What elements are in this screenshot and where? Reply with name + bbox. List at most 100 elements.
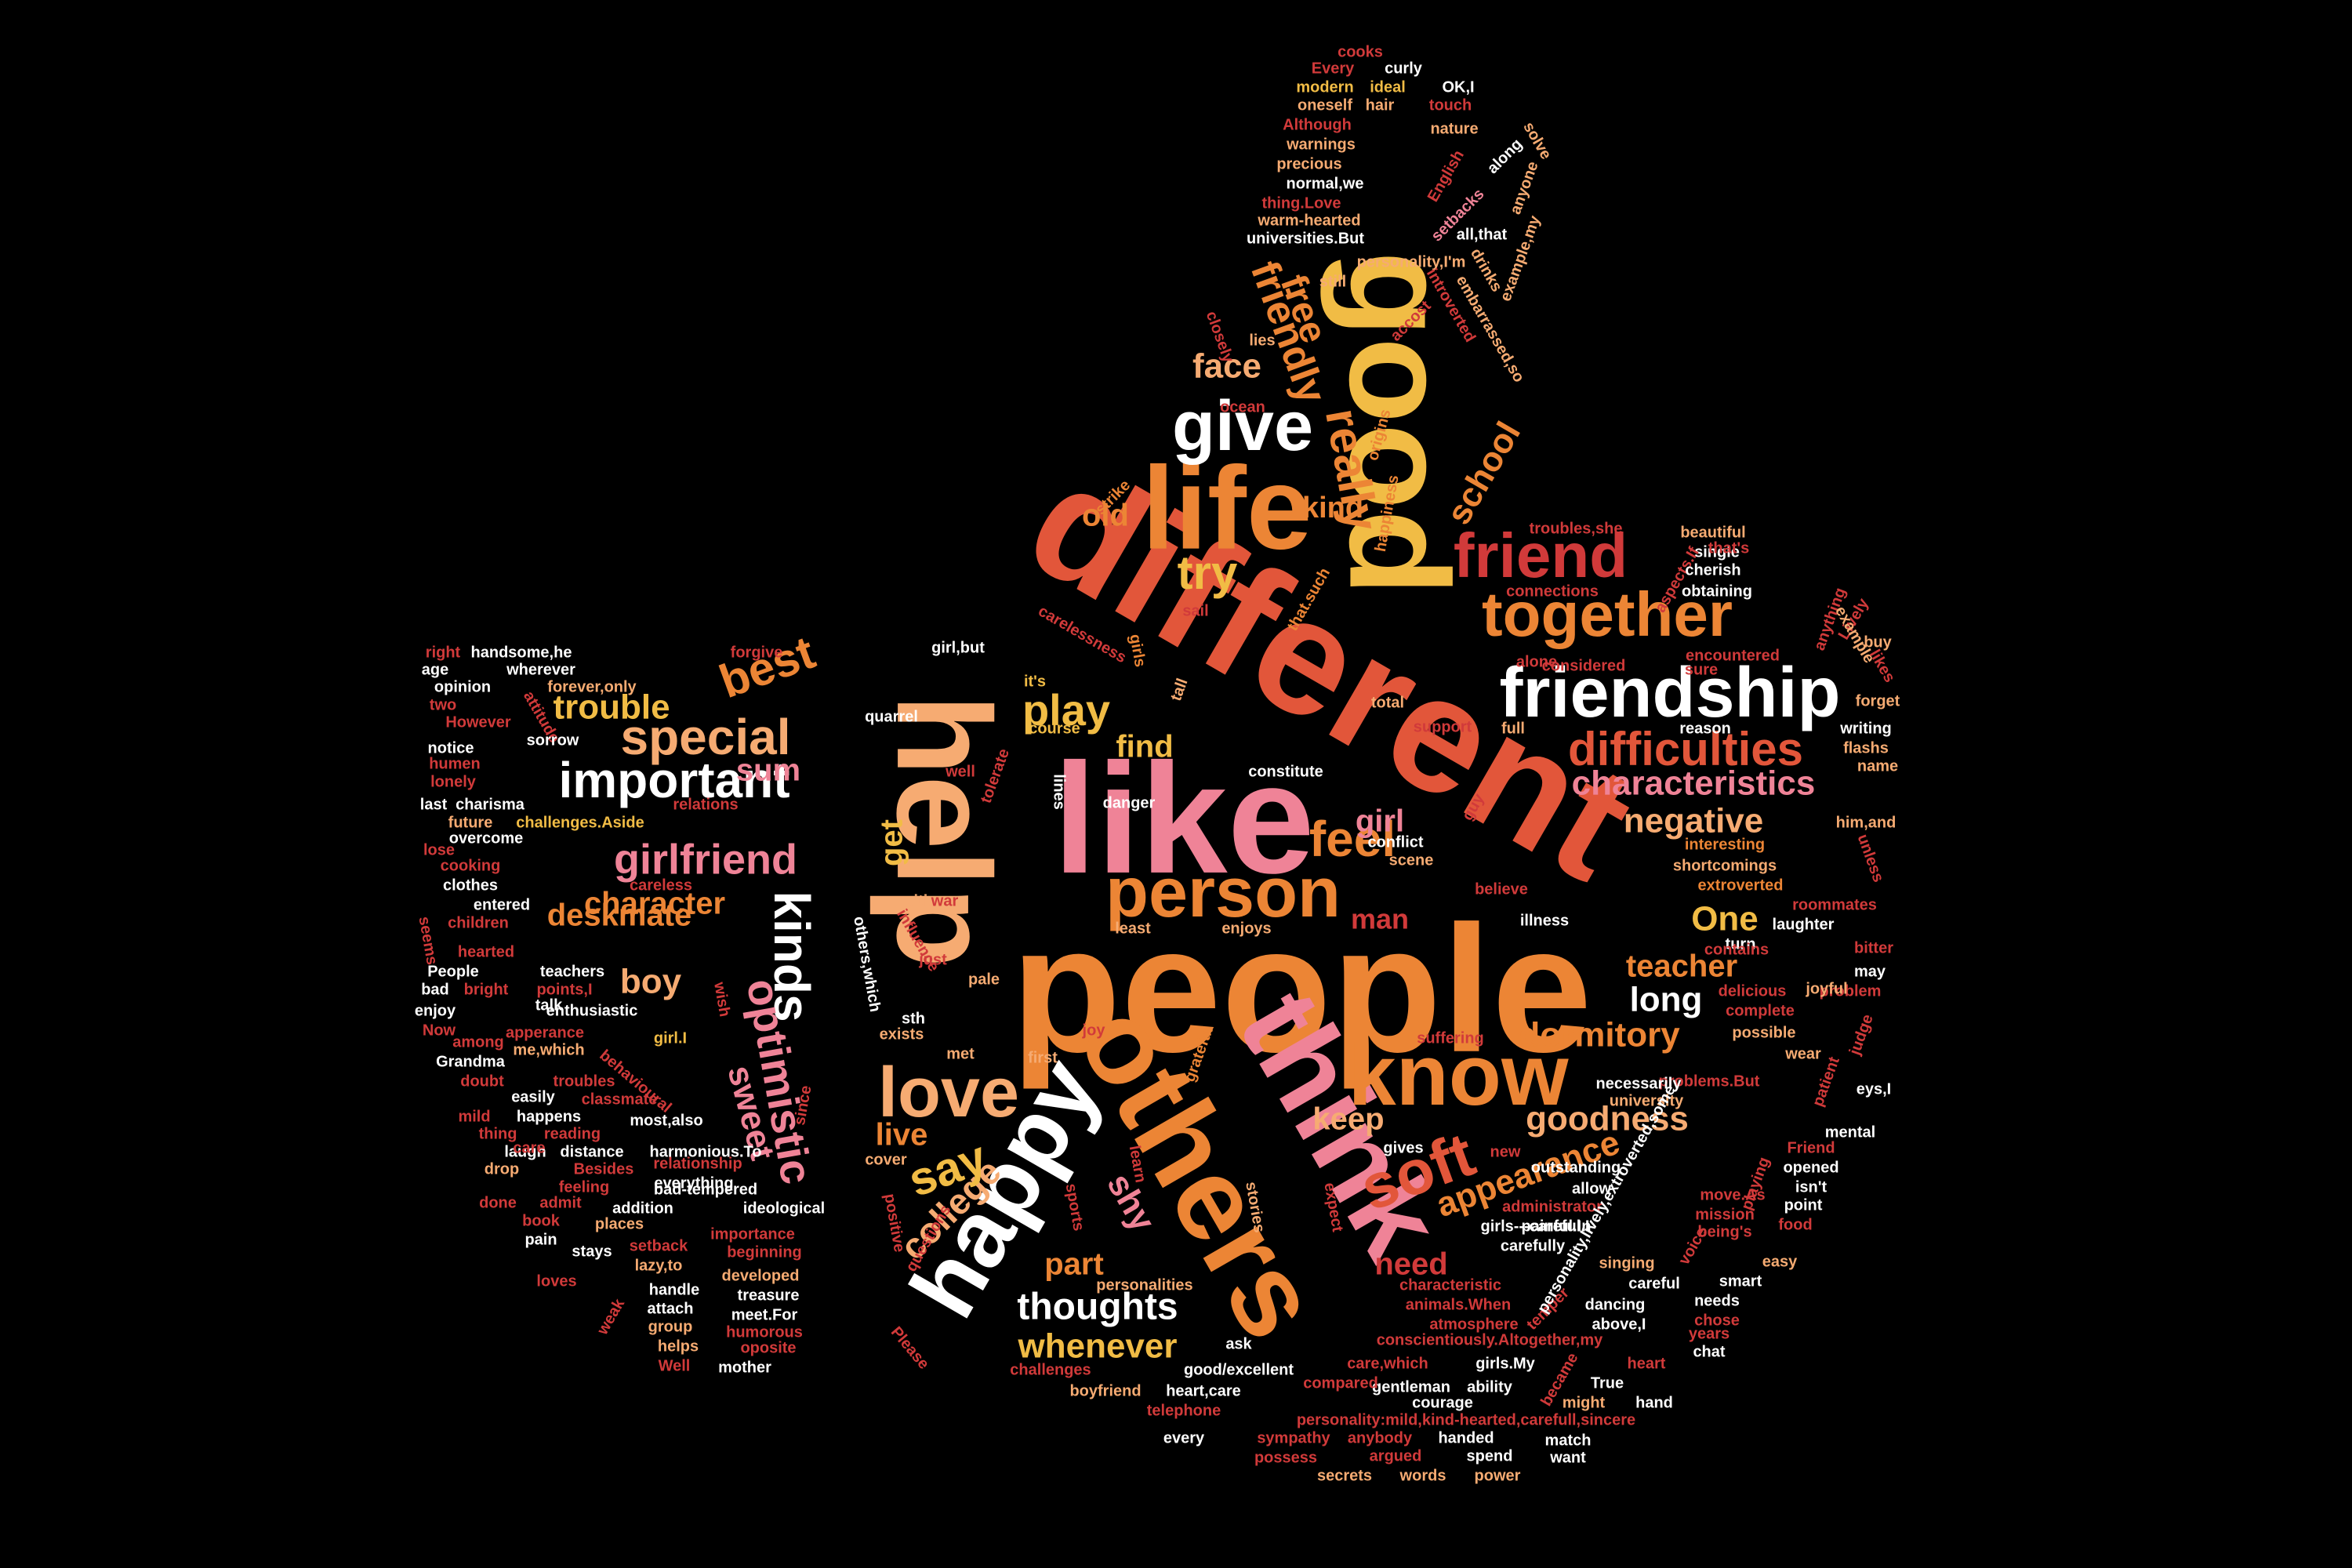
- cloud-word: sure: [1685, 661, 1718, 678]
- cloud-word: alone: [1516, 653, 1557, 670]
- cloud-word: seems: [415, 915, 440, 966]
- cloud-word: still: [1319, 273, 1346, 290]
- cloud-word: wherever: [506, 661, 575, 678]
- cloud-word: extroverted: [1698, 877, 1784, 894]
- cloud-word: clothes: [443, 877, 498, 894]
- cloud-word: eys,I: [1857, 1080, 1891, 1098]
- cloud-word: bitter: [1854, 939, 1893, 956]
- cloud-word: life: [1142, 442, 1312, 574]
- cloud-word: above,I: [1592, 1316, 1646, 1333]
- cloud-word: administrator: [1502, 1198, 1602, 1215]
- cloud-word: exists: [880, 1025, 924, 1043]
- cloud-word: help: [869, 694, 1018, 967]
- cloud-word: people: [1011, 888, 1592, 1090]
- cloud-word: spend: [1467, 1447, 1513, 1465]
- cloud-word: characteristics: [1572, 764, 1816, 803]
- cloud-word: constitute: [1248, 763, 1323, 780]
- cloud-word: heart: [1628, 1355, 1666, 1372]
- cloud-word: Well: [659, 1357, 691, 1374]
- cloud-word: charisma: [456, 796, 525, 813]
- cloud-word: outstanding: [1531, 1159, 1621, 1176]
- cloud-word: new: [1490, 1143, 1521, 1160]
- cloud-word: like: [1053, 731, 1315, 906]
- cloud-word: may: [1854, 963, 1886, 980]
- cloud-word: humen: [429, 755, 481, 772]
- cloud-word: important: [558, 752, 789, 808]
- cloud-word: laughter: [1773, 916, 1835, 933]
- cloud-word: cover: [865, 1151, 907, 1168]
- cloud-word: entered: [474, 896, 530, 913]
- cloud-word: mild: [458, 1108, 490, 1125]
- cloud-word: careful: [1628, 1275, 1680, 1292]
- cloud-word: deskmate: [547, 898, 692, 933]
- cloud-word: ideological: [743, 1200, 825, 1217]
- cloud-word: helps: [658, 1338, 699, 1355]
- cloud-word: isn't: [1795, 1178, 1828, 1196]
- cloud-word: cherish: [1685, 561, 1740, 579]
- cloud-word: warm-hearted: [1257, 212, 1360, 229]
- cloud-word: enthusiastic: [546, 1002, 638, 1019]
- cloud-word: anyone: [1507, 159, 1542, 216]
- cloud-word: oneself: [1298, 96, 1352, 114]
- cloud-word: handle: [649, 1281, 699, 1298]
- cloud-word: problem: [1820, 982, 1882, 1000]
- cloud-word: playing: [1738, 1155, 1773, 1212]
- cloud-word: forget: [1856, 692, 1900, 710]
- cloud-word: best: [713, 626, 822, 708]
- cloud-word: humorous: [726, 1323, 803, 1341]
- cloud-word: might: [1563, 1394, 1606, 1411]
- cloud-word: telephone: [1147, 1402, 1221, 1419]
- cloud-word: judge: [1846, 1012, 1877, 1058]
- cloud-word: most,also: [630, 1112, 702, 1129]
- cloud-word: boyfriend: [1069, 1382, 1141, 1399]
- cloud-word: normal,we: [1287, 175, 1364, 192]
- cloud-word: try: [1178, 546, 1238, 599]
- cloud-word: smart: [1719, 1272, 1762, 1290]
- cloud-word: match: [1545, 1432, 1592, 1449]
- cloud-word: together: [1482, 579, 1733, 649]
- cloud-word: ideal: [1370, 78, 1406, 96]
- cloud-word: personality:mild,kind-hearted,carefull,s…: [1297, 1411, 1635, 1428]
- cloud-word: person: [1105, 854, 1341, 932]
- cloud-word: developed: [722, 1267, 800, 1284]
- cloud-word: him,and: [1836, 814, 1896, 831]
- cloud-word: connections: [1506, 583, 1599, 600]
- cloud-word: lines: [1051, 774, 1068, 810]
- cloud-word: last: [420, 796, 448, 813]
- cloud-word: kind: [1302, 492, 1363, 524]
- cloud-word: curly: [1385, 60, 1423, 77]
- cloud-word: singing: [1599, 1254, 1654, 1272]
- cloud-word: apperance: [506, 1024, 584, 1041]
- cloud-word: suffering: [1417, 1029, 1484, 1047]
- cloud-word: warnings: [1286, 136, 1356, 153]
- cloud-word: mental: [1825, 1123, 1875, 1141]
- cloud-word: words: [1399, 1467, 1446, 1484]
- cloud-word: joy: [1082, 1022, 1106, 1039]
- cloud-word: man: [1351, 903, 1409, 935]
- cloud-word: live: [876, 1118, 928, 1152]
- cloud-word: contains: [1704, 941, 1769, 958]
- cloud-word: gentleman: [1372, 1378, 1450, 1396]
- cloud-word: talk: [535, 996, 563, 1014]
- cloud-word: character: [584, 887, 725, 921]
- cloud-word: goodness: [1526, 1100, 1689, 1138]
- cloud-word: delicious: [1719, 982, 1787, 1000]
- cloud-word: possess: [1254, 1449, 1317, 1466]
- cloud-word: secrets: [1317, 1467, 1372, 1484]
- cloud-word: support: [1414, 718, 1472, 735]
- cloud-word: People: [427, 963, 479, 980]
- cloud-word: cooks: [1338, 43, 1383, 60]
- cloud-word: everything: [654, 1174, 733, 1192]
- cloud-word: whenever: [1018, 1327, 1178, 1366]
- cloud-word: However: [445, 713, 511, 731]
- cloud-word: right: [426, 644, 461, 661]
- cloud-word: danger: [1103, 794, 1156, 811]
- cloud-word: difficulties: [1568, 723, 1803, 775]
- cloud-word: sum: [736, 753, 800, 788]
- cloud-word: good: [1319, 251, 1477, 596]
- cloud-word: relationship: [653, 1155, 742, 1172]
- cloud-word: dancing: [1585, 1296, 1646, 1313]
- cloud-word: cooking: [441, 857, 501, 874]
- cloud-word: buy: [1864, 633, 1892, 651]
- cloud-word: admit: [539, 1194, 582, 1211]
